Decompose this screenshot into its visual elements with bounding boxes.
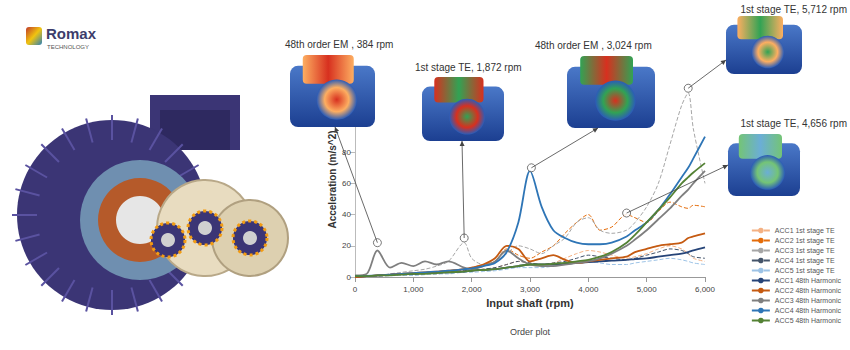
svg-text:2,000: 2,000 — [462, 285, 483, 294]
svg-text:Input shaft (rpm): Input shaft (rpm) — [486, 297, 574, 309]
svg-text:80: 80 — [342, 148, 351, 157]
svg-text:1,000: 1,000 — [403, 285, 424, 294]
svg-text:ACC2 48th Harmonic: ACC2 48th Harmonic — [775, 287, 842, 294]
svg-text:ACC3 1st stage TE: ACC3 1st stage TE — [775, 247, 835, 255]
svg-text:3,000: 3,000 — [520, 285, 541, 294]
svg-text:1st stage TE, 4,656 rpm: 1st stage TE, 4,656 rpm — [740, 118, 847, 129]
svg-text:ACC5 48th Harmonic: ACC5 48th Harmonic — [775, 317, 842, 324]
svg-text:Romax: Romax — [46, 25, 97, 42]
svg-text:ACC1 48th Harmonic: ACC1 48th Harmonic — [775, 277, 842, 284]
svg-text:6,000: 6,000 — [695, 285, 716, 294]
svg-text:ACC3 48th Harmonic: ACC3 48th Harmonic — [775, 297, 842, 304]
svg-text:TECHNOLOGY: TECHNOLOGY — [47, 44, 89, 50]
svg-text:48th order EM , 384 rpm: 48th order EM , 384 rpm — [285, 39, 393, 50]
svg-text:ACC1 1st stage TE: ACC1 1st stage TE — [775, 227, 835, 235]
svg-text:ACC5 1st stage TE: ACC5 1st stage TE — [775, 267, 835, 275]
svg-text:0: 0 — [353, 285, 358, 294]
svg-text:ACC4 1st stage TE: ACC4 1st stage TE — [775, 257, 835, 265]
svg-text:1st stage TE, 1,872 rpm: 1st stage TE, 1,872 rpm — [415, 62, 522, 73]
svg-text:48th order EM , 3,024 rpm: 48th order EM , 3,024 rpm — [535, 40, 652, 51]
svg-text:ACC2 1st stage TE: ACC2 1st stage TE — [775, 237, 835, 245]
svg-text:20: 20 — [342, 241, 351, 250]
svg-text:Acceleration (m/s^2): Acceleration (m/s^2) — [327, 130, 338, 228]
svg-text:60: 60 — [342, 179, 351, 188]
svg-text:40: 40 — [342, 210, 351, 219]
svg-text:Order plot: Order plot — [510, 327, 551, 337]
svg-text:0: 0 — [347, 273, 352, 282]
svg-text:1st stage TE, 5,712 rpm: 1st stage TE, 5,712 rpm — [740, 4, 847, 15]
svg-text:4,000: 4,000 — [578, 285, 599, 294]
svg-text:5,000: 5,000 — [637, 285, 658, 294]
svg-text:ACC4 48th Harmonic: ACC4 48th Harmonic — [775, 307, 842, 314]
